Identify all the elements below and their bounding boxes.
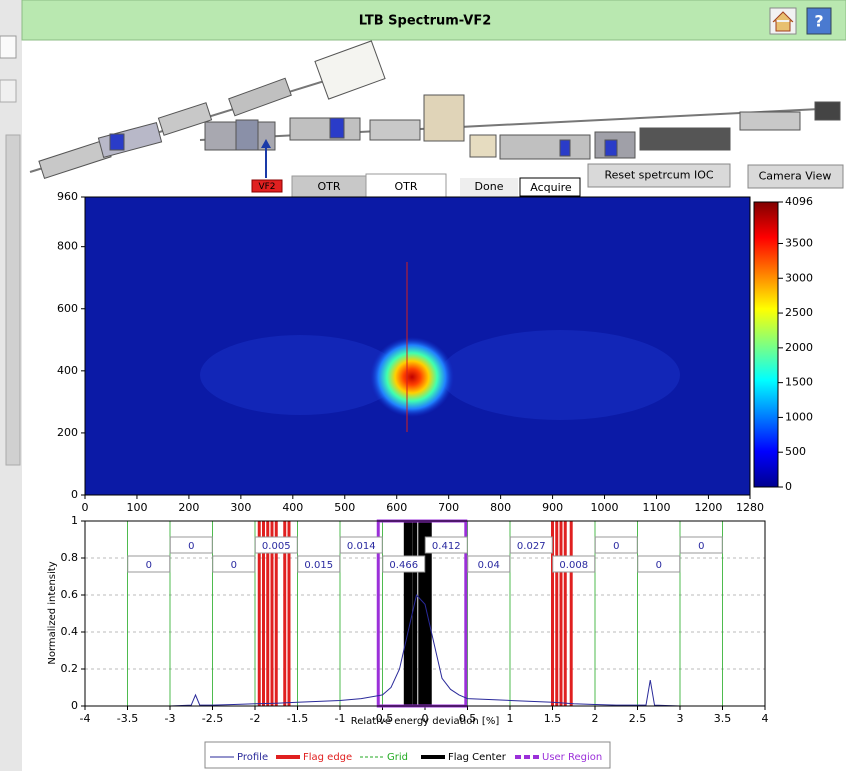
image-haze bbox=[440, 330, 680, 420]
legend-label: Grid bbox=[387, 752, 408, 763]
sidebar-icon bbox=[0, 36, 16, 58]
y-tick-label: 200 bbox=[57, 426, 78, 439]
x-tick-label: 0.5 bbox=[459, 712, 477, 725]
bin-label: 0.04 bbox=[478, 560, 500, 571]
status-text: Done bbox=[475, 180, 504, 193]
colorbar-tick-label: 3000 bbox=[785, 271, 813, 284]
x-tick-label: -2 bbox=[250, 712, 261, 725]
colorbar-tick-label: 1000 bbox=[785, 410, 813, 423]
colorbar-tick-label: 1500 bbox=[785, 376, 813, 389]
colorbar-tick-label: 0 bbox=[785, 480, 792, 493]
colorbar-tick-label: 2500 bbox=[785, 306, 813, 319]
y-tick-label: 0 bbox=[71, 699, 78, 712]
x-tick-label: 1100 bbox=[642, 501, 670, 514]
x-tick-label: 4 bbox=[762, 712, 769, 725]
legend-label: Profile bbox=[237, 752, 268, 763]
y-tick-label: 0.8 bbox=[61, 551, 79, 564]
x-tick-label: 2 bbox=[592, 712, 599, 725]
image-haze bbox=[200, 335, 400, 415]
x-tick-label: -1 bbox=[335, 712, 346, 725]
x-tick-label: 100 bbox=[126, 501, 147, 514]
legend-label: User Region bbox=[542, 752, 602, 763]
x-tick-label: -3 bbox=[165, 712, 176, 725]
x-tick-label: 400 bbox=[282, 501, 303, 514]
x-tick-label: 200 bbox=[178, 501, 199, 514]
x-tick-label: 0 bbox=[422, 712, 429, 725]
page-title: LTB Spectrum-VF2 bbox=[359, 14, 492, 29]
bin-label: 0 bbox=[698, 541, 704, 552]
x-tick-label: 1200 bbox=[694, 501, 722, 514]
screen: LTB Spectrum-VF2 ? VF2 OTR OTR Done bbox=[0, 0, 846, 771]
x-tick-label: -3.5 bbox=[117, 712, 138, 725]
colorbar bbox=[754, 202, 778, 487]
bin-label: 0 bbox=[613, 541, 619, 552]
bin-label: 0 bbox=[231, 560, 237, 571]
x-tick-label: 1000 bbox=[591, 501, 619, 514]
x-tick-label: 1280 bbox=[736, 501, 764, 514]
bin-label: 0.008 bbox=[559, 560, 588, 571]
colorbar-tick-label: 3500 bbox=[785, 236, 813, 249]
bin-label: 0.005 bbox=[262, 541, 291, 552]
x-tick-label: 300 bbox=[230, 501, 251, 514]
x-tick-label: 900 bbox=[542, 501, 563, 514]
x-tick-label: 0 bbox=[82, 501, 89, 514]
x-tick-label: 700 bbox=[438, 501, 459, 514]
y-tick-label: 800 bbox=[57, 240, 78, 253]
x-tick-label: 1.5 bbox=[544, 712, 562, 725]
y-tick-label: 0.6 bbox=[61, 588, 79, 601]
bin-label: 0.014 bbox=[347, 541, 376, 552]
button-label: Reset spetrcum IOC bbox=[604, 169, 713, 182]
bin-label: 0 bbox=[188, 541, 194, 552]
y-axis-label: Normalized intensity bbox=[47, 561, 58, 664]
tab-label: OTR bbox=[317, 180, 340, 193]
help-icon: ? bbox=[814, 12, 823, 31]
sidebar-icon bbox=[0, 80, 16, 102]
status-text: Acquire bbox=[530, 181, 572, 194]
x-tick-label: 800 bbox=[490, 501, 511, 514]
y-tick-label: 0 bbox=[71, 488, 78, 501]
colorbar-tick-label: 4096 bbox=[785, 195, 813, 208]
x-tick-label: -4 bbox=[80, 712, 91, 725]
y-tick-label: 0.2 bbox=[61, 662, 79, 675]
x-tick-label: 600 bbox=[386, 501, 407, 514]
bin-label: 0.466 bbox=[389, 560, 418, 571]
bin-label: 0 bbox=[656, 560, 662, 571]
bin-label: 0.412 bbox=[432, 541, 461, 552]
colorbar-tick-label: 500 bbox=[785, 445, 806, 458]
colorbar-tick-label: 2000 bbox=[785, 341, 813, 354]
y-tick-label: 400 bbox=[57, 364, 78, 377]
x-tick-label: 3 bbox=[677, 712, 684, 725]
beam-spot bbox=[370, 337, 454, 417]
y-tick-label: 1 bbox=[71, 514, 78, 527]
sidebar-scrollbar bbox=[6, 135, 20, 465]
button-label: Camera View bbox=[759, 170, 832, 183]
beamline-diagram bbox=[30, 41, 840, 178]
x-tick-label: 1 bbox=[507, 712, 514, 725]
legend-label: Flag Center bbox=[448, 752, 507, 763]
x-tick-label: 2.5 bbox=[629, 712, 647, 725]
screen-label: VF2 bbox=[258, 182, 275, 192]
bin-label: 0.015 bbox=[304, 560, 333, 571]
x-tick-label: -1.5 bbox=[287, 712, 308, 725]
legend-label: Flag edge bbox=[303, 752, 352, 763]
y-tick-label: 0.4 bbox=[61, 625, 79, 638]
x-tick-label: -0.5 bbox=[372, 712, 393, 725]
y-tick-label: 600 bbox=[57, 302, 78, 315]
tab-label: OTR bbox=[394, 180, 417, 193]
x-tick-label: 3.5 bbox=[714, 712, 732, 725]
y-tick-label: 960 bbox=[57, 190, 78, 203]
bin-label: 0 bbox=[146, 560, 152, 571]
x-tick-label: 500 bbox=[334, 501, 355, 514]
x-tick-label: -2.5 bbox=[202, 712, 223, 725]
bin-label: 0.027 bbox=[517, 541, 546, 552]
